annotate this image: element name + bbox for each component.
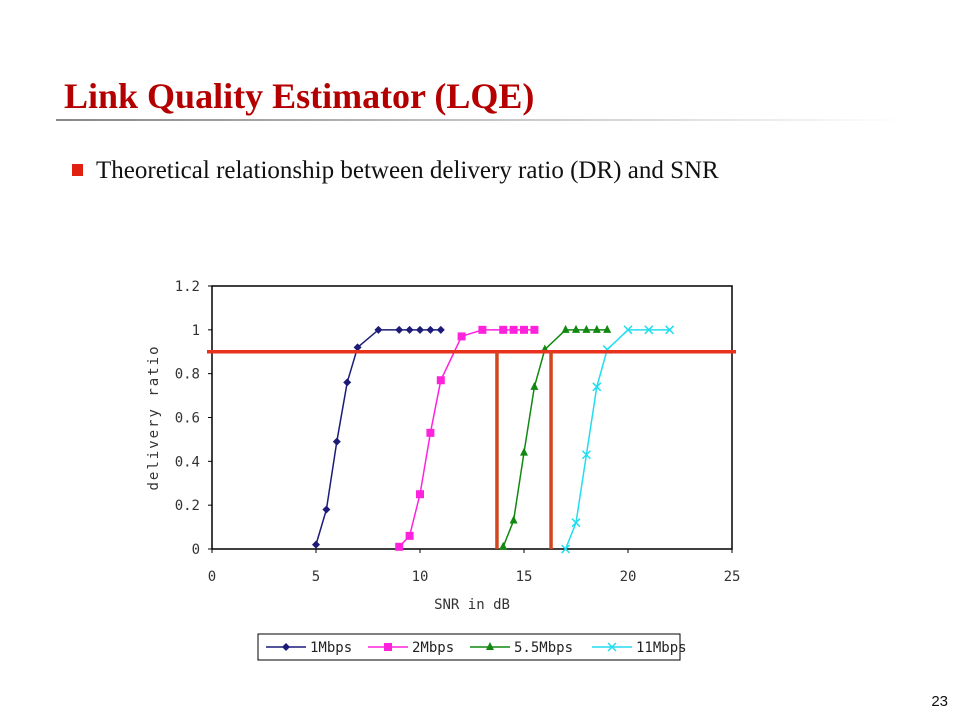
y-tick-label: 1 (192, 323, 200, 339)
x-tick-label: 10 (412, 569, 429, 585)
marker (582, 324, 591, 333)
marker (572, 324, 580, 333)
x-axis-label: SNR in dB (434, 597, 510, 613)
x-tick-label: 0 (208, 569, 216, 585)
bullet-marker (72, 164, 83, 176)
marker (571, 518, 581, 528)
marker (623, 325, 633, 335)
y-tick-label: 1.2 (175, 279, 200, 295)
plot-frame (211, 285, 733, 550)
y-tick-label: 0.6 (175, 411, 200, 427)
marker (530, 381, 539, 390)
marker (509, 515, 518, 524)
marker (343, 378, 352, 387)
marker (603, 324, 612, 333)
marker (499, 541, 508, 550)
y-axis-label: delivery ratio (146, 344, 162, 490)
marker (282, 643, 290, 651)
x-tick-label: 20 (620, 569, 637, 585)
marker (520, 447, 528, 456)
marker (426, 325, 435, 334)
marker (561, 324, 570, 333)
marker (353, 343, 362, 352)
y-tick-label: 0 (192, 542, 200, 558)
legend-label: 2Mbps (412, 640, 454, 656)
series-line (315, 329, 441, 545)
chart: 0 0.2 0.4 0.6 0.8 1 1.2 0 5 10 15 20 25 SNR in dB deli… (146, 279, 740, 656)
marker (332, 437, 341, 446)
legend-label: 5.5Mbps (514, 640, 573, 656)
x-tick-label: 15 (516, 569, 533, 585)
marker (486, 642, 494, 650)
x-tick-label: 5 (312, 569, 320, 585)
marker (592, 324, 601, 333)
marker (405, 325, 414, 334)
marker (312, 540, 320, 549)
marker (478, 325, 487, 334)
marker (384, 643, 392, 651)
series-line (564, 329, 670, 550)
marker (395, 325, 404, 334)
marker (644, 325, 654, 335)
y-tick-label: 0.4 (175, 454, 200, 470)
title-rule (56, 119, 906, 121)
marker (499, 325, 508, 334)
marker (592, 382, 602, 392)
marker (374, 325, 383, 334)
y-tick-label: 0.2 (175, 498, 200, 514)
marker (405, 531, 414, 540)
slide-title: Link Quality Estimator (LQE) (64, 76, 534, 116)
marker (426, 428, 435, 437)
marker (530, 325, 539, 334)
marker (665, 325, 675, 335)
marker (322, 505, 331, 514)
marker (436, 376, 445, 385)
marker (416, 490, 424, 499)
marker (607, 642, 617, 652)
marker (457, 332, 466, 341)
page-number: 23 (931, 693, 948, 710)
marker (520, 325, 528, 334)
marker (436, 325, 445, 334)
legend-label: 1Mbps (310, 640, 352, 656)
legend-label: 11Mbps (636, 640, 687, 656)
marker (395, 542, 404, 551)
x-tick-label: 25 (724, 569, 741, 585)
y-tick-label: 0.8 (175, 367, 200, 383)
marker (509, 325, 518, 334)
marker (416, 325, 424, 334)
marker (561, 544, 571, 554)
bullet-text: Theoretical relationship between deliver… (96, 157, 719, 184)
marker (581, 450, 591, 460)
series-line (502, 329, 608, 548)
